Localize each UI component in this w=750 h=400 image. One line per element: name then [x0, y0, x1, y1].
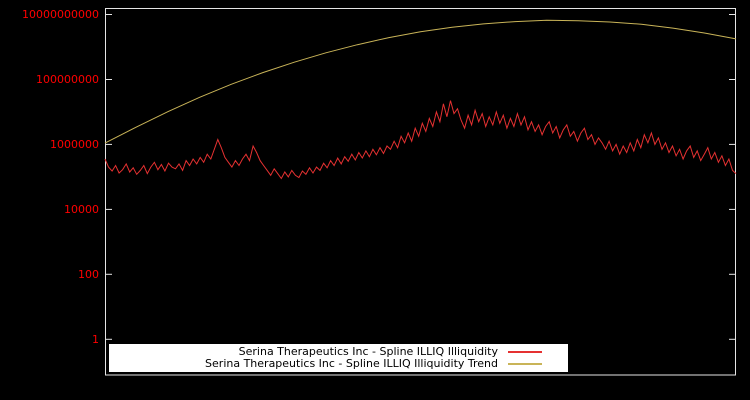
y-axis-tick-marks [105, 14, 736, 340]
trend-series-line [104, 19, 737, 144]
legend-line-sample-illiquidity [508, 351, 542, 353]
y-axis-tick-label: 1 [92, 332, 99, 346]
y-axis-tick-label: 100 [78, 267, 99, 281]
y-axis-tick-label: 10000000000 [22, 7, 99, 21]
legend-item-illiquidity: Serina Therapeutics Inc - Spline ILLIQ I… [109, 346, 568, 358]
legend-label-trend: Serina Therapeutics Inc - Spline ILLIQ I… [205, 357, 498, 370]
legend-line-sample-trend [508, 363, 542, 365]
y-axis-tick-label: 1000000 [50, 137, 99, 151]
legend-label-illiquidity: Serina Therapeutics Inc - Spline ILLIQ I… [238, 345, 498, 358]
illiquidity-series-line [104, 100, 737, 180]
y-axis-tick-label: 100000000 [36, 72, 99, 86]
plot-border [105, 8, 736, 376]
legend: Serina Therapeutics Inc - Spline ILLIQ I… [109, 344, 568, 372]
legend-item-trend: Serina Therapeutics Inc - Spline ILLIQ I… [109, 358, 568, 370]
y-axis-tick-label: 10000 [64, 202, 99, 216]
